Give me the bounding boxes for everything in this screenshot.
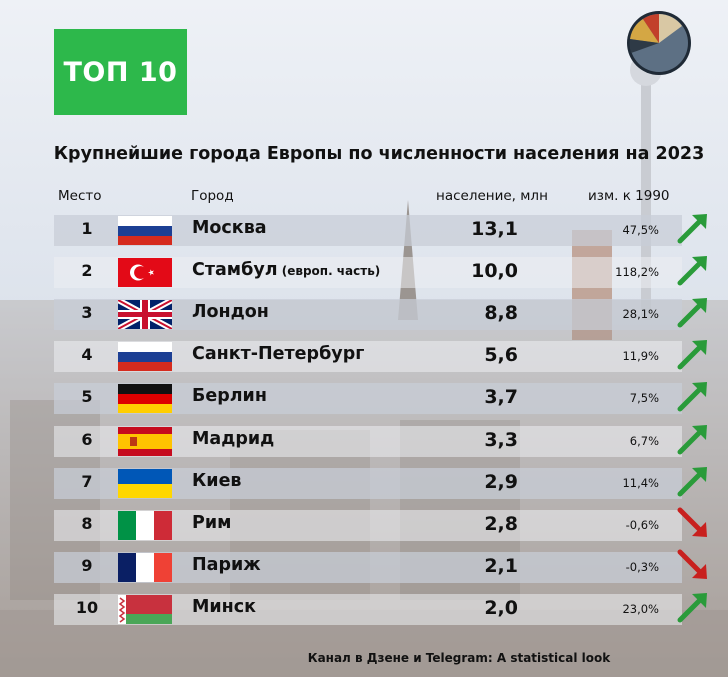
city-cell: Киев <box>192 471 242 491</box>
table-row: 5 Берлин 3,7 7,5% <box>54 382 707 415</box>
city-name: Санкт-Петербург <box>192 344 365 365</box>
trend-up-arrow-icon <box>677 298 707 328</box>
rank-cell: 8 <box>81 513 93 533</box>
city-cell: Лондон <box>192 302 269 322</box>
trend-up-arrow-icon <box>677 424 707 454</box>
table-row: 4 Санкт-Петербург 5,6 11,9% <box>54 340 707 373</box>
table-row: 7 Киев 2,9 11,4% <box>54 466 707 499</box>
population-cell: 10,0 <box>471 260 518 283</box>
change-cell: 6,7% <box>629 433 659 448</box>
city-note: (европ. часть) <box>277 264 381 279</box>
rank-cell: 4 <box>81 345 93 365</box>
city-name: Минск <box>192 596 257 617</box>
spain-flag-icon <box>118 426 172 456</box>
header-population: население, млн <box>436 188 548 204</box>
population-cell: 2,9 <box>484 470 518 493</box>
turkey-flag-icon <box>118 258 172 288</box>
trend-up-arrow-icon <box>677 340 707 370</box>
germany-flag-icon <box>118 384 172 414</box>
population-cell: 3,7 <box>484 386 518 409</box>
table-row: 1 Москва 13,1 47,5% <box>54 214 707 246</box>
city-name: Берлин <box>192 386 267 407</box>
city-cell: Мадрид <box>192 429 274 449</box>
belarus-flag-icon <box>118 594 172 624</box>
city-name: Париж <box>192 554 261 575</box>
header-rank: Место <box>58 188 102 204</box>
change-cell: 11,4% <box>622 475 659 490</box>
city-cell: Стамбул (европ. часть) <box>192 260 380 280</box>
rank-cell: 6 <box>81 429 93 449</box>
rank-cell: 2 <box>81 261 93 281</box>
city-cell: Санкт-Петербург <box>192 344 364 364</box>
header-change: изм. к 1990 <box>588 188 670 204</box>
population-cell: 8,8 <box>484 302 518 325</box>
trend-down-arrow-icon <box>677 507 707 537</box>
change-cell: 28,1% <box>622 307 659 322</box>
rank-cell: 9 <box>81 555 93 575</box>
chart-title: Крупнейшие города Европы по численности … <box>53 144 705 164</box>
rank-cell: 3 <box>81 303 93 323</box>
city-name: Мадрид <box>192 428 275 449</box>
city-cell: Берлин <box>192 386 267 406</box>
trend-up-arrow-icon <box>677 382 707 412</box>
population-cell: 2,0 <box>484 596 518 619</box>
change-cell: 7,5% <box>629 391 659 406</box>
rank-cell: 1 <box>81 219 93 238</box>
city-cell: Москва <box>192 218 267 238</box>
city-name: Лондон <box>192 302 269 323</box>
trend-up-arrow-icon <box>677 466 707 497</box>
trend-down-arrow-icon <box>677 549 707 579</box>
italy-flag-icon <box>118 510 172 540</box>
table-row: 9 Париж 2,1 -0,3% <box>54 549 707 583</box>
city-name: Стамбул <box>192 260 278 281</box>
header-city: Город <box>191 188 234 204</box>
trend-up-arrow-icon <box>677 592 707 623</box>
footer-credit: Канал в Дзене и Telegram: A statistical … <box>307 651 611 665</box>
city-cell: Минск <box>192 597 256 617</box>
top10-badge: ТОП 10 <box>54 29 187 115</box>
uk-flag-icon <box>118 300 172 330</box>
change-cell: 11,9% <box>622 349 659 364</box>
rank-cell: 5 <box>81 387 93 407</box>
trend-up-arrow-icon <box>677 256 707 286</box>
change-cell: -0,3% <box>625 559 659 574</box>
population-cell: 13,1 <box>471 218 518 240</box>
city-name: Рим <box>192 512 232 533</box>
table-row: 6 Мадрид 3,3 6,7% <box>54 424 707 457</box>
population-cell: 2,8 <box>484 512 518 535</box>
russia-flag-icon <box>118 342 172 372</box>
city-cell: Париж <box>192 555 261 575</box>
population-cell: 5,6 <box>484 344 518 367</box>
pie-chart-logo-icon <box>627 11 691 75</box>
trend-up-arrow-icon <box>677 214 707 244</box>
table-row: 3 Лондон 8,8 28,1% <box>54 298 707 331</box>
table-row: 10 Минск 2,0 23,0% <box>54 592 707 625</box>
change-cell: 23,0% <box>622 601 659 616</box>
population-cell: 2,1 <box>484 554 518 577</box>
change-cell: 47,5% <box>622 223 659 237</box>
france-flag-icon <box>118 552 172 582</box>
russia-flag-icon <box>118 216 172 245</box>
ukraine-flag-icon <box>118 468 172 498</box>
city-name: Москва <box>192 218 267 238</box>
rank-cell: 10 <box>75 597 99 617</box>
change-cell: -0,6% <box>625 517 659 532</box>
change-cell: 118,2% <box>615 265 659 280</box>
table-row: 2 Стамбул (европ. часть) 10,0 118,2% <box>54 256 707 289</box>
population-cell: 3,3 <box>484 428 518 451</box>
city-cell: Рим <box>192 513 231 533</box>
rank-cell: 7 <box>81 471 93 491</box>
table-row: 8 Рим 2,8 -0,6% <box>54 507 707 541</box>
city-name: Киев <box>192 470 242 491</box>
